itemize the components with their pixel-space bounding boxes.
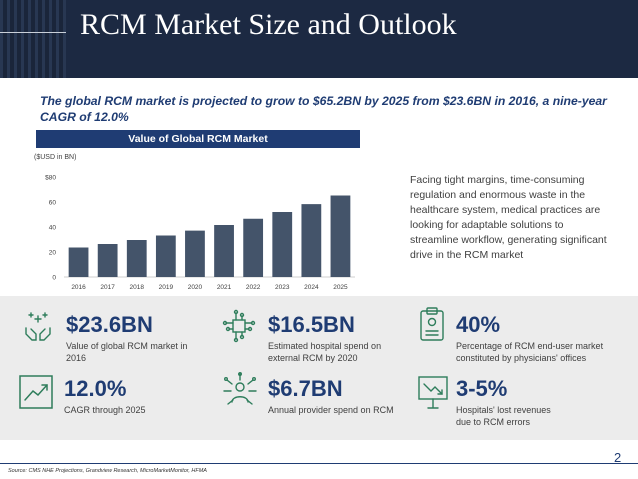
- stat-provider-spend: $6.7BN Annual provider spend on RCM: [268, 376, 408, 416]
- stat-value: 3-5%: [456, 376, 508, 401]
- stat-desc: Hospitals' lost revenues due to RCM erro…: [456, 405, 551, 427]
- stat-value: $23.6BN: [66, 312, 153, 337]
- chart-unit-label: ($USD in BN): [34, 154, 76, 161]
- stat-market-2016: $23.6BN Value of global RCM market in 20…: [66, 312, 206, 364]
- bar: [68, 247, 89, 277]
- x-tick-label: 2017: [100, 284, 115, 291]
- stat-cagr: 12.0% CAGR through 2025: [64, 376, 204, 416]
- title-rule: [0, 32, 66, 33]
- source-note: Source: CMS NHE Projections, Grandview R…: [8, 468, 207, 474]
- bar: [97, 244, 118, 277]
- stat-hospital-spend: $16.5BN Estimated hospital spend on exte…: [268, 312, 408, 364]
- x-tick-label: 2022: [246, 284, 261, 291]
- hands-sparkle-icon: [25, 312, 51, 341]
- stat-desc: Estimated hospital spend on external RCM…: [268, 341, 382, 363]
- slide-header: RCM Market Size and Outlook: [0, 0, 638, 78]
- slide-title: RCM Market Size and Outlook: [80, 8, 457, 41]
- footer-rule: [0, 463, 638, 464]
- bar: [243, 218, 264, 277]
- stat-desc: Annual provider spend on RCM: [268, 405, 394, 415]
- side-paragraph: Facing tight margins, time-consuming reg…: [410, 174, 607, 261]
- trend-up-icon: [19, 375, 53, 409]
- x-tick-label: 2021: [217, 284, 232, 291]
- stat-value: $6.7BN: [268, 376, 343, 401]
- y-tick-label: 0: [52, 275, 56, 282]
- stats-band: [0, 296, 638, 440]
- stat-physician-share: 40% Percentage of RCM end-user market co…: [456, 312, 626, 364]
- x-tick-label: 2016: [71, 284, 86, 291]
- x-tick-label: 2019: [159, 284, 174, 291]
- headline: The global RCM market is projected to gr…: [40, 94, 607, 124]
- stat-value: $16.5BN: [268, 312, 355, 337]
- y-tick-label: 20: [49, 250, 57, 257]
- trend-down-sign-icon: [418, 376, 448, 409]
- x-tick-label: 2023: [275, 284, 290, 291]
- stat-value: 12.0%: [64, 376, 127, 401]
- clipboard-icon: [420, 307, 444, 341]
- x-tick-label: 2025: [333, 284, 348, 291]
- buildings-image: [0, 0, 66, 78]
- circuit-chip-icon: [222, 309, 256, 343]
- stat-lost-revenue: 3-5% Hospitals' lost revenues due to RCM…: [456, 376, 626, 428]
- y-tick-label: 60: [49, 200, 57, 207]
- stat-value: 40%: [456, 312, 501, 337]
- x-tick-label: 2018: [130, 284, 145, 291]
- x-tick-label: 2024: [304, 284, 319, 291]
- stat-desc: Percentage of RCM end-user market consti…: [456, 341, 604, 363]
- x-tick-label: 2020: [188, 284, 203, 291]
- y-tick-label: 40: [49, 225, 57, 232]
- bar: [185, 230, 205, 277]
- bar-chart: ($USD in BN) $80 60 40 20 0 2016 2017 2018 2019 20…: [34, 154, 355, 291]
- bar: [272, 212, 293, 277]
- bar: [301, 204, 322, 277]
- chart-title: Value of Global RCM Market: [36, 130, 360, 148]
- stat-desc: Value of global RCM market in 2016: [66, 341, 188, 363]
- bar: [214, 225, 234, 277]
- bar: [330, 195, 351, 277]
- y-tick-label: $80: [45, 175, 56, 182]
- stat-desc: CAGR through 2025: [64, 405, 146, 415]
- bar: [126, 240, 147, 277]
- bar: [155, 235, 176, 277]
- person-network-icon: [223, 372, 257, 405]
- page-number: 2: [614, 450, 622, 465]
